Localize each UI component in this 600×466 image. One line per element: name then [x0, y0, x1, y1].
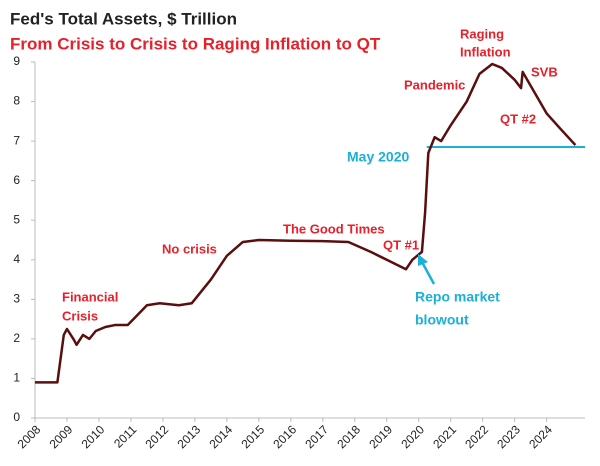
- y-tick-label: 5: [13, 212, 20, 226]
- x-tick-label: 2019: [366, 422, 395, 451]
- x-tick-label: 2011: [111, 422, 139, 450]
- y-tick-label: 0: [13, 410, 20, 424]
- x-tick-label: 2023: [494, 422, 523, 451]
- x-tick-label: 2008: [15, 422, 44, 451]
- chart-title: Fed's Total Assets, $ Trillion: [10, 9, 237, 28]
- x-tick-label: 2024: [526, 422, 555, 451]
- arrow: [418, 254, 436, 285]
- annotation: Pandemic: [404, 77, 465, 92]
- annotation: Crisis: [62, 308, 98, 323]
- x-tick-label: 2009: [47, 422, 76, 451]
- annotation: QT #2: [500, 111, 536, 126]
- y-tick-label: 9: [13, 54, 20, 68]
- x-tick-label: 2012: [142, 422, 171, 451]
- y-tick-label: 1: [13, 371, 20, 385]
- x-tick-label: 2013: [174, 422, 203, 451]
- y-tick-label: 2: [13, 331, 20, 345]
- annotation: No crisis: [162, 241, 217, 256]
- annotation: May 2020: [347, 149, 409, 165]
- y-tick-label: 7: [13, 133, 20, 147]
- x-tick-label: 2018: [334, 422, 363, 451]
- annotation: Repo market: [415, 289, 500, 305]
- annotation: blowout: [415, 312, 469, 328]
- annotation: The Good Times: [283, 221, 385, 236]
- y-tick-label: 4: [13, 252, 20, 266]
- x-tick-label: 2015: [238, 422, 267, 451]
- x-tick-label: 2014: [206, 422, 235, 451]
- annotation: QT #1: [383, 237, 419, 252]
- y-tick-label: 3: [13, 292, 20, 306]
- x-tick-label: 2016: [270, 422, 299, 451]
- y-tick-label: 8: [13, 94, 20, 108]
- x-tick-label: 2022: [462, 422, 491, 451]
- y-tick-label: 6: [13, 173, 20, 187]
- annotation: Inflation: [460, 44, 511, 59]
- chart-subtitle: From Crisis to Crisis to Raging Inflatio…: [10, 34, 381, 53]
- x-tick-label: 2020: [398, 422, 427, 451]
- x-tick-label: 2021: [430, 422, 459, 451]
- x-tick-label: 2010: [79, 422, 108, 451]
- annotation: Financial: [62, 289, 118, 304]
- annotation: Raging: [460, 26, 504, 41]
- annotation: SVB: [531, 64, 558, 79]
- x-tick-label: 2017: [302, 422, 331, 451]
- data-line: [35, 62, 577, 384]
